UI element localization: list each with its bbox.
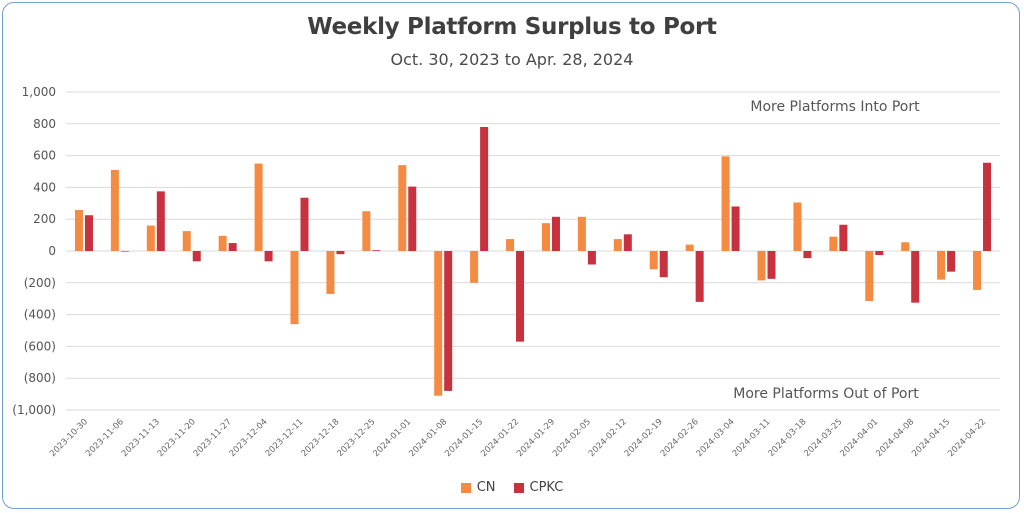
bar-cn — [541, 223, 550, 251]
bar-cpkc — [408, 186, 417, 251]
bar-cn — [757, 251, 766, 281]
bar-cn — [793, 202, 802, 251]
bar-cpkc — [803, 251, 812, 259]
bar-cpkc — [444, 251, 453, 391]
legend-item-cpkc: CPKC — [513, 480, 564, 495]
y-tick-label: 400 — [33, 180, 56, 194]
bar-cpkc — [839, 224, 848, 251]
bar-cn — [865, 251, 874, 302]
y-tick-label: 1,000 — [22, 85, 56, 99]
annotation-out-of-port: More Platforms Out of Port — [733, 386, 919, 402]
bar-cpkc — [623, 234, 632, 251]
bar-cpkc — [911, 251, 920, 303]
chart-subtitle: Oct. 30, 2023 to Apr. 28, 2024 — [390, 50, 634, 69]
y-tick-label: (600) — [24, 339, 56, 353]
bar-cn — [506, 239, 515, 251]
y-tick-label: (200) — [24, 276, 56, 290]
bar-cn — [577, 216, 586, 251]
y-tick-label: (800) — [24, 371, 56, 385]
bar-cn — [398, 165, 407, 251]
legend-swatch-cn — [460, 482, 471, 493]
bar-cn — [434, 251, 443, 396]
bar-cpkc — [947, 251, 956, 272]
bar-cpkc — [551, 216, 560, 251]
bar-cpkc — [192, 251, 201, 262]
bar-cpkc — [228, 243, 237, 251]
bar-cn — [470, 251, 479, 283]
bar-cpkc — [84, 215, 93, 251]
bar-cpkc — [264, 251, 273, 262]
y-tick-label: 0 — [48, 244, 56, 258]
legend-label-cpkc: CPKC — [529, 480, 564, 495]
bar-cpkc — [983, 162, 992, 251]
bar-cpkc — [767, 251, 776, 279]
legend: CN CPKC — [0, 480, 1024, 495]
x-tick-label: 2024-04-22 — [946, 417, 988, 459]
bar-cpkc — [695, 251, 704, 302]
bar-cn — [290, 251, 299, 325]
bar-cn — [973, 251, 982, 290]
bar-cpkc — [875, 251, 884, 255]
bar-cn — [901, 242, 910, 251]
legend-label-cn: CN — [476, 480, 496, 495]
bar-cpkc — [659, 251, 668, 278]
bar-cn — [721, 156, 730, 251]
legend-item-cn: CN — [460, 480, 496, 495]
bar-cpkc — [120, 251, 129, 252]
bar-cpkc — [300, 197, 309, 251]
bar-cpkc — [480, 126, 489, 251]
bar-cn — [146, 225, 155, 251]
bar-cn — [326, 251, 335, 294]
bar-cn — [613, 239, 622, 251]
bar-cn — [829, 236, 838, 251]
bar-cn — [362, 211, 371, 251]
y-tick-label: 200 — [33, 212, 56, 226]
bar-cn — [182, 231, 191, 251]
bar-cpkc — [731, 206, 740, 251]
bar-cpkc — [156, 191, 165, 251]
bar-cn — [685, 244, 694, 251]
bar-cn — [937, 251, 946, 280]
y-tick-label: 800 — [33, 117, 56, 131]
annotation-into-port: More Platforms Into Port — [750, 99, 920, 115]
y-tick-label: 600 — [33, 149, 56, 163]
chart-title: Weekly Platform Surplus to Port — [307, 14, 717, 40]
bar-cpkc — [516, 251, 525, 342]
bar-cn — [254, 163, 263, 251]
bar-cn — [649, 251, 658, 270]
bar-cpkc — [336, 251, 345, 255]
bar-cn — [110, 169, 119, 251]
bar-cn — [74, 209, 83, 251]
legend-swatch-cpkc — [513, 482, 524, 493]
bar-cn — [218, 235, 227, 251]
y-tick-label: (1,000) — [12, 403, 56, 417]
bar-cpkc — [587, 251, 596, 265]
bar-cpkc — [372, 250, 381, 251]
y-tick-label: (400) — [24, 308, 56, 322]
